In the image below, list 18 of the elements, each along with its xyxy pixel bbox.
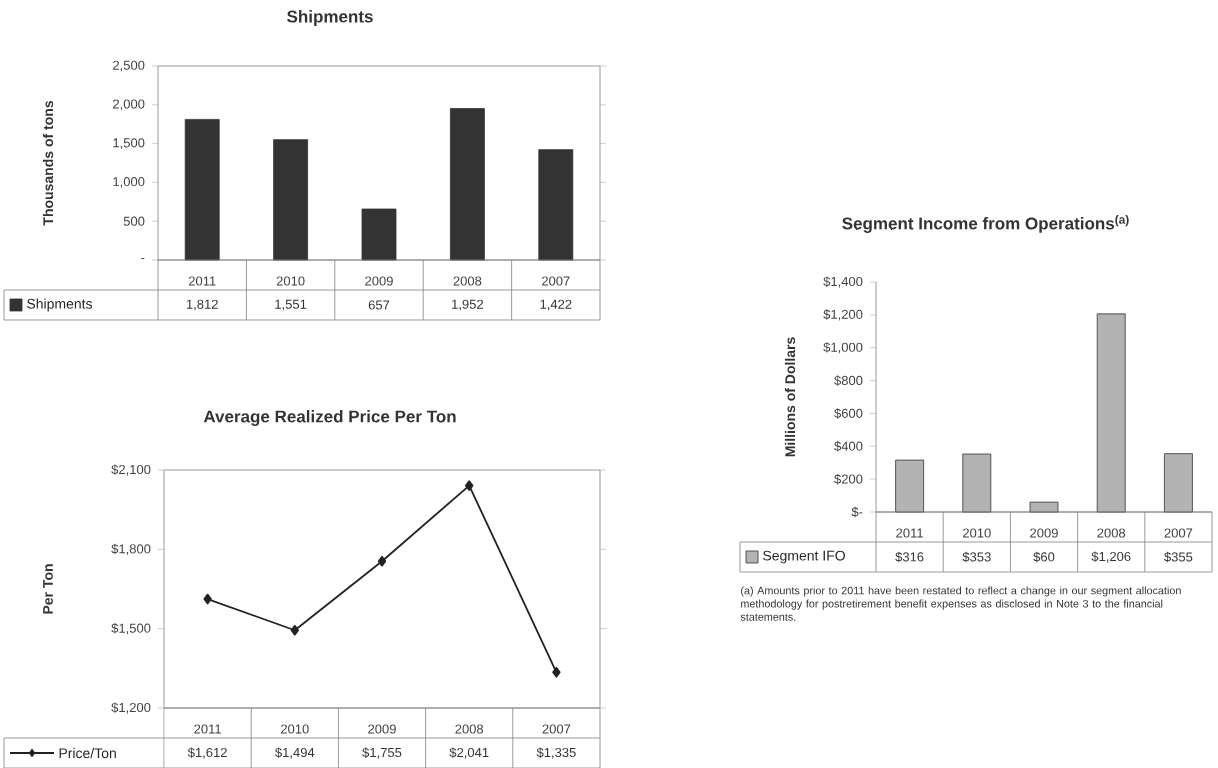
bar <box>273 139 308 261</box>
point <box>377 555 387 567</box>
bar <box>538 149 574 261</box>
chart-title: Shipments <box>287 10 373 26</box>
bar <box>895 459 925 513</box>
bar <box>450 108 485 261</box>
chart-title: Average Realized Price Per Ton <box>203 410 456 426</box>
chart-title: Segment Income from Operations$^{(a)}$ <box>842 215 1129 233</box>
bar <box>361 208 397 261</box>
bar <box>962 453 992 513</box>
bar <box>1096 313 1126 513</box>
point <box>203 593 212 605</box>
bar <box>1029 501 1059 513</box>
bar <box>1164 453 1193 513</box>
point <box>552 667 561 678</box>
point <box>290 624 300 636</box>
bar <box>184 118 220 261</box>
point <box>465 480 474 491</box>
